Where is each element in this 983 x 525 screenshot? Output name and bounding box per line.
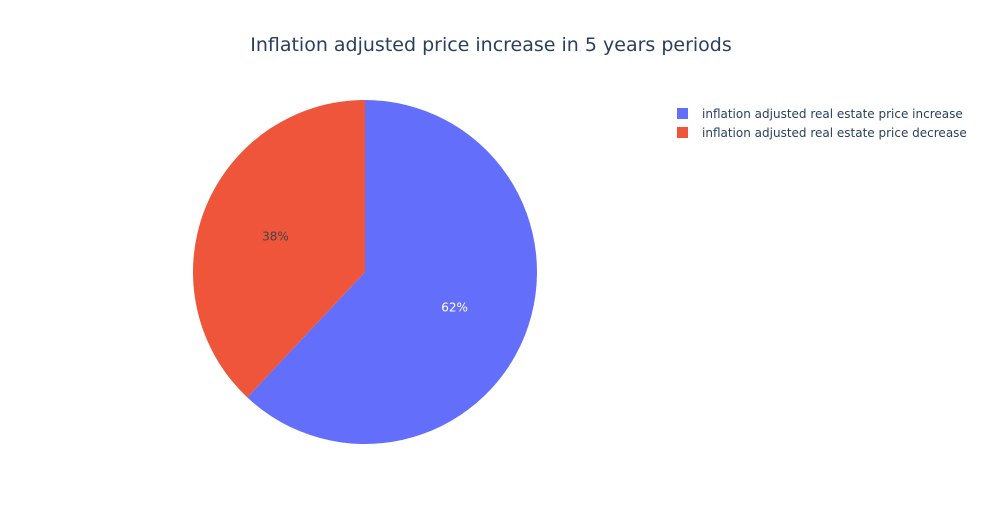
slice-label-increase: 62% <box>441 300 468 314</box>
legend-swatch-increase <box>677 108 688 119</box>
legend[interactable]: inflation adjusted real estate price inc… <box>677 107 967 140</box>
legend-swatch-decrease <box>677 127 688 138</box>
pie-slice-decrease[interactable] <box>193 100 365 398</box>
slice-label-decrease: 38% <box>262 230 289 244</box>
pie-slices <box>193 100 537 444</box>
pie-slice-increase[interactable] <box>247 100 537 444</box>
chart-title: Inflation adjusted price increase in 5 y… <box>250 34 732 56</box>
legend-item-increase[interactable]: inflation adjusted real estate price inc… <box>677 107 963 121</box>
pie-slice-labels: 62% 38% <box>262 230 468 315</box>
legend-label-decrease: inflation adjusted real estate price dec… <box>702 126 967 140</box>
legend-item-decrease[interactable]: inflation adjusted real estate price dec… <box>677 126 967 140</box>
legend-label-increase: inflation adjusted real estate price inc… <box>702 107 963 121</box>
